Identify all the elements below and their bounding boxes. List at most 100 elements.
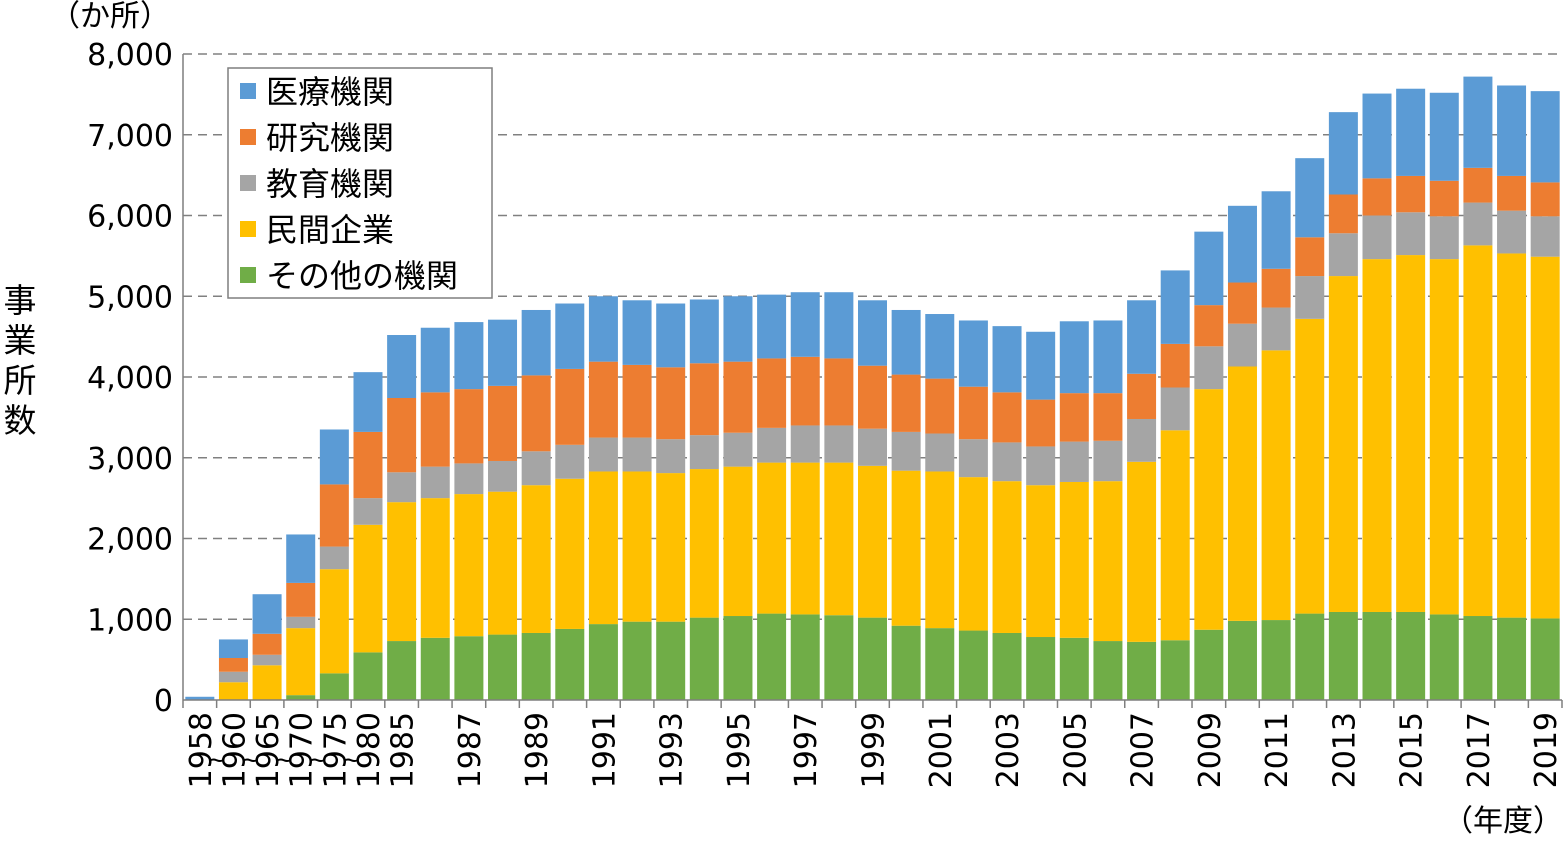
bar-segment — [1362, 215, 1392, 260]
bar-segment — [790, 425, 820, 463]
bar-segment — [1093, 393, 1123, 441]
bar-segment — [1362, 611, 1392, 700]
bar-segment — [1328, 276, 1358, 612]
bar-segment — [891, 470, 921, 626]
y-tick-label: 4,000 — [87, 361, 173, 396]
bar-segment — [723, 466, 753, 617]
bar-segment — [1530, 182, 1560, 217]
bar-segment — [319, 484, 349, 547]
bar-segment — [958, 630, 988, 700]
bar-segment — [689, 435, 719, 470]
bar-segment — [1261, 350, 1291, 621]
bar-segment — [555, 303, 585, 369]
x-tick-label: 2005 — [1058, 712, 1093, 788]
bar-segment — [992, 392, 1022, 443]
y-tick-label: 1,000 — [87, 603, 173, 638]
bar-segment — [1194, 346, 1224, 390]
bar-segment — [1328, 233, 1358, 277]
bar-segment — [588, 361, 618, 438]
bar-segment — [1059, 393, 1089, 442]
range-marker: ~ — [307, 746, 327, 774]
bar-segment — [420, 498, 450, 638]
axes-layer: 0 1,000 2,000 3,000 4,000 5,000 6,000 7,000 8,00… — [87, 38, 1564, 788]
bar-segment — [252, 665, 282, 700]
bar-segment — [488, 491, 518, 635]
bar-segment — [286, 534, 316, 583]
bar-segment — [656, 303, 686, 368]
bar-segment — [958, 320, 988, 387]
bar-segment — [958, 386, 988, 440]
bar-segment — [286, 616, 316, 629]
bar-segment — [1026, 331, 1056, 400]
x-tick-label: 2007 — [1126, 712, 1161, 788]
bar-segment — [185, 696, 215, 700]
bar-segment — [925, 378, 955, 434]
bar-segment — [891, 431, 921, 471]
bar-segment — [1530, 256, 1560, 619]
bar-segment — [858, 465, 887, 618]
y-axis-title-char: 所 — [4, 361, 37, 400]
x-tick-label: 1975 — [318, 712, 353, 788]
bar-segment — [252, 654, 282, 666]
bar-segment — [1497, 253, 1527, 618]
bar-segment — [521, 309, 551, 376]
bar-segment — [387, 397, 417, 473]
bar-segment — [689, 363, 719, 436]
legend-swatch — [240, 267, 256, 283]
bar-segment — [420, 637, 450, 700]
range-marker: ~ — [240, 746, 260, 774]
legend-label: 研究機関 — [266, 119, 394, 157]
bar-segment — [1362, 259, 1392, 612]
bar-segment — [689, 469, 719, 618]
bar-segment — [1026, 399, 1056, 447]
bar-segment — [555, 478, 585, 629]
bar-segment — [488, 319, 518, 386]
bar-segment — [454, 389, 484, 464]
x-tick-label: 2001 — [924, 712, 959, 788]
bar-segment — [588, 471, 618, 625]
bar-segment — [319, 673, 349, 700]
bar-segment — [824, 615, 854, 700]
bar-segment — [757, 427, 787, 463]
bar-segment — [1497, 210, 1527, 254]
bar-segment — [1026, 446, 1056, 486]
bar-segment — [925, 433, 955, 472]
bar-segment — [1328, 611, 1358, 700]
bar-segment — [992, 442, 1022, 482]
bar-segment — [1396, 212, 1426, 256]
bar-segment — [1194, 629, 1224, 700]
bar-segment — [1463, 616, 1493, 700]
bar-segment — [1227, 323, 1257, 367]
bar-segment — [353, 652, 383, 700]
bar-segment — [521, 485, 551, 633]
bar-segment — [1429, 180, 1459, 217]
bar-segment — [824, 292, 854, 359]
bar-segment — [824, 425, 854, 463]
x-tick-label: 1970 — [285, 712, 320, 788]
x-tick-label: 1993 — [655, 712, 690, 788]
bar-segment — [1261, 307, 1291, 351]
bar-segment — [319, 546, 349, 570]
bar-segment — [588, 624, 618, 700]
bar-segment — [958, 439, 988, 478]
y-tick-label: 2,000 — [87, 523, 173, 558]
bar-segment — [252, 594, 282, 634]
bar-segment — [1463, 245, 1493, 617]
bar-segment — [757, 613, 787, 700]
bar-segment — [1261, 268, 1291, 308]
bar-segment — [1127, 461, 1157, 642]
bar-segment — [252, 633, 282, 655]
y-tick-label: 3,000 — [87, 442, 173, 477]
bar-segment — [1059, 637, 1089, 700]
bar-segment — [1396, 175, 1426, 213]
bar-segment — [1295, 276, 1325, 319]
bar-segment — [521, 375, 551, 452]
y-axis-title-char: 事 — [4, 281, 37, 320]
bar-segment — [420, 392, 450, 467]
bar-segment — [1497, 617, 1527, 700]
bar-segment — [1362, 93, 1392, 179]
bar-segment — [1127, 418, 1157, 462]
bar-segment — [1530, 216, 1560, 257]
